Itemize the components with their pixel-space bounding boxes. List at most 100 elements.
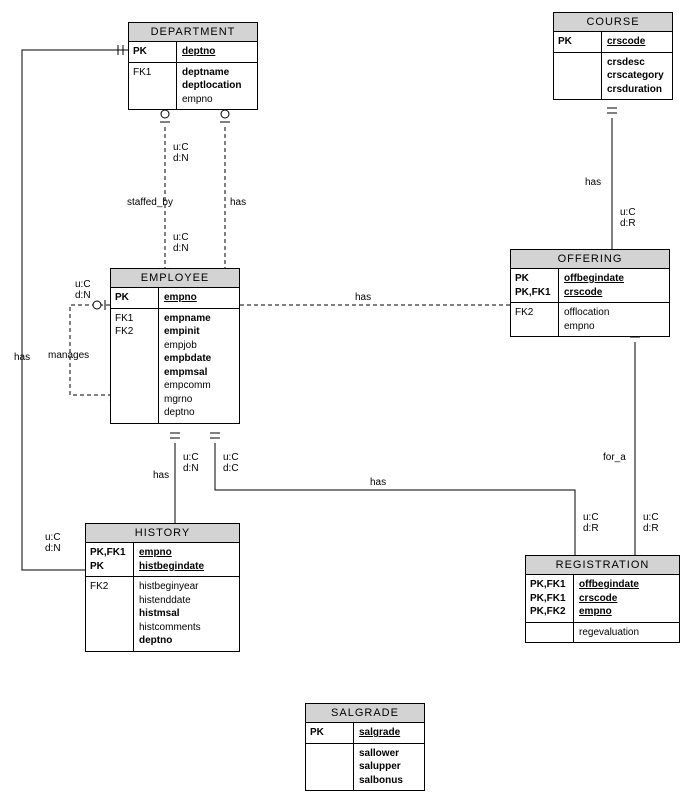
attribute: crscode: [607, 35, 667, 49]
entity-employee: EMPLOYEEPKempnoFK1 FK2empnameempinitempj…: [110, 268, 240, 424]
key-column: FK2: [86, 577, 134, 651]
entity-section: regevaluation: [526, 623, 679, 643]
entity-offering: OFFERINGPK PK,FK1 offbegindatecrscode FK2o…: [510, 249, 670, 337]
key-column: PK,FK1 PK: [86, 543, 134, 576]
svg-text:d:R: d:R: [643, 523, 659, 534]
svg-text:u:C: u:C: [223, 452, 239, 463]
key-column: PK PK,FK1: [511, 269, 559, 302]
attribute: histcomments: [139, 621, 234, 635]
attribute: deptno: [182, 45, 252, 59]
attribute: deptno: [139, 634, 234, 648]
attribute: deptname: [182, 66, 252, 80]
attribute: salupper: [359, 760, 419, 774]
attribute: sallower: [359, 747, 419, 761]
attribute: crscode: [579, 592, 674, 606]
svg-text:u:C: u:C: [183, 452, 199, 463]
svg-text:has: has: [355, 292, 371, 303]
attr-column: histbeginyearhistenddatehistmsalhistcomm…: [134, 577, 239, 651]
entity-section: FK1deptnamedeptlocationempno: [129, 63, 257, 110]
attr-column: salgrade: [354, 723, 424, 743]
key-column: [306, 744, 354, 791]
entity-section: crsdesccrscategorycrsduration: [554, 53, 672, 100]
svg-text:d:C: d:C: [223, 463, 239, 474]
svg-text:u:C: u:C: [45, 532, 61, 543]
entity-title: COURSE: [554, 13, 672, 32]
svg-text:d:N: d:N: [45, 543, 61, 554]
attribute: empinit: [164, 325, 234, 339]
svg-text:d:R: d:R: [583, 523, 599, 534]
attr-column: deptno: [177, 42, 257, 62]
attribute: empjob: [164, 339, 234, 353]
svg-text:has: has: [585, 177, 601, 188]
attr-column: regevaluation: [574, 623, 679, 643]
entity-salgrade: SALGRADEPKsalgradesallowersaluppersalbon…: [305, 703, 425, 791]
entity-section: PK,FK1 PK,FK1 PK,FK2offbegindatecrscodee…: [526, 575, 679, 623]
entity-section: sallowersaluppersalbonus: [306, 744, 424, 791]
attribute: histbegindate: [139, 560, 234, 574]
key-column: [526, 623, 574, 643]
entity-section: PK crscode: [554, 32, 672, 53]
entity-title: REGISTRATION: [526, 556, 679, 575]
entity-course: COURSEPK crscode crsdesccrscategorycrsdura…: [553, 12, 673, 100]
svg-text:d:N: d:N: [173, 243, 189, 254]
svg-text:u:C: u:C: [75, 279, 91, 290]
entity-history: HISTORYPK,FK1 PKempnohistbegindateFK2his…: [85, 523, 240, 652]
svg-text:d:N: d:N: [173, 153, 189, 164]
svg-text:manages: manages: [48, 350, 89, 361]
attribute: histenddate: [139, 594, 234, 608]
entity-title: HISTORY: [86, 524, 239, 543]
svg-text:u:C: u:C: [643, 512, 659, 523]
attribute: deptno: [164, 406, 234, 420]
svg-text:u:C: u:C: [173, 232, 189, 243]
svg-text:u:C: u:C: [173, 142, 189, 153]
key-column: PK: [554, 32, 602, 52]
attribute: salgrade: [359, 726, 419, 740]
attribute: crsdesc: [607, 56, 667, 70]
attr-column: sallowersaluppersalbonus: [354, 744, 424, 791]
attribute: empno: [579, 605, 674, 619]
entity-section: FK2offlocationempno: [511, 303, 669, 336]
svg-text:has: has: [230, 197, 246, 208]
attr-column: deptnamedeptlocationempno: [177, 63, 257, 110]
attribute: crscode: [564, 286, 664, 300]
attr-column: offbegindatecrscodeempno: [574, 575, 679, 622]
entity-section: PK,FK1 PKempnohistbegindate: [86, 543, 239, 577]
svg-text:d:N: d:N: [75, 290, 91, 301]
svg-text:u:C: u:C: [620, 207, 636, 218]
svg-text:u:C: u:C: [583, 512, 599, 523]
svg-text:has: has: [14, 352, 30, 363]
attribute: regevaluation: [579, 626, 674, 640]
attribute: histmsal: [139, 607, 234, 621]
entity-section: PK deptno: [129, 42, 257, 63]
er-diagram: { "canvas": { "width": 690, "height": 80…: [0, 0, 690, 803]
attribute: empno: [164, 291, 234, 305]
employee-registration-has: [215, 443, 575, 555]
attr-column: crsdesccrscategorycrsduration: [602, 53, 672, 100]
svg-text:staffed_by: staffed_by: [127, 197, 173, 208]
attr-column: empnameempinitempjobempbdateempmsalempco…: [159, 309, 239, 423]
key-column: FK1: [129, 63, 177, 110]
entity-section: PK PK,FK1 offbegindatecrscode: [511, 269, 669, 303]
attribute: empmsal: [164, 366, 234, 380]
attr-column: offlocationempno: [559, 303, 669, 336]
entity-registration: REGISTRATIONPK,FK1 PK,FK1 PK,FK2offbegin…: [525, 555, 680, 643]
attribute: mgrno: [164, 393, 234, 407]
attribute: empno: [182, 93, 252, 107]
entity-title: SALGRADE: [306, 704, 424, 723]
svg-text:for_a: for_a: [603, 452, 626, 463]
attribute: offbegindate: [564, 272, 664, 286]
entity-section: FK2histbeginyearhistenddatehistmsalhistc…: [86, 577, 239, 651]
key-column: [554, 53, 602, 100]
key-column: FK1 FK2: [111, 309, 159, 423]
svg-text:has: has: [370, 477, 386, 488]
attribute: histbeginyear: [139, 580, 234, 594]
edges-layer: staffed_byu:Cd:Nu:Cd:Nhasmanagesu:Cd:Nha…: [0, 0, 690, 803]
key-column: PK: [129, 42, 177, 62]
key-column: PK: [111, 288, 159, 308]
attribute: empbdate: [164, 352, 234, 366]
entity-title: DEPARTMENT: [129, 23, 257, 42]
entity-title: OFFERING: [511, 250, 669, 269]
attribute: empcomm: [164, 379, 234, 393]
svg-text:d:R: d:R: [620, 218, 636, 229]
attribute: empno: [564, 320, 664, 334]
